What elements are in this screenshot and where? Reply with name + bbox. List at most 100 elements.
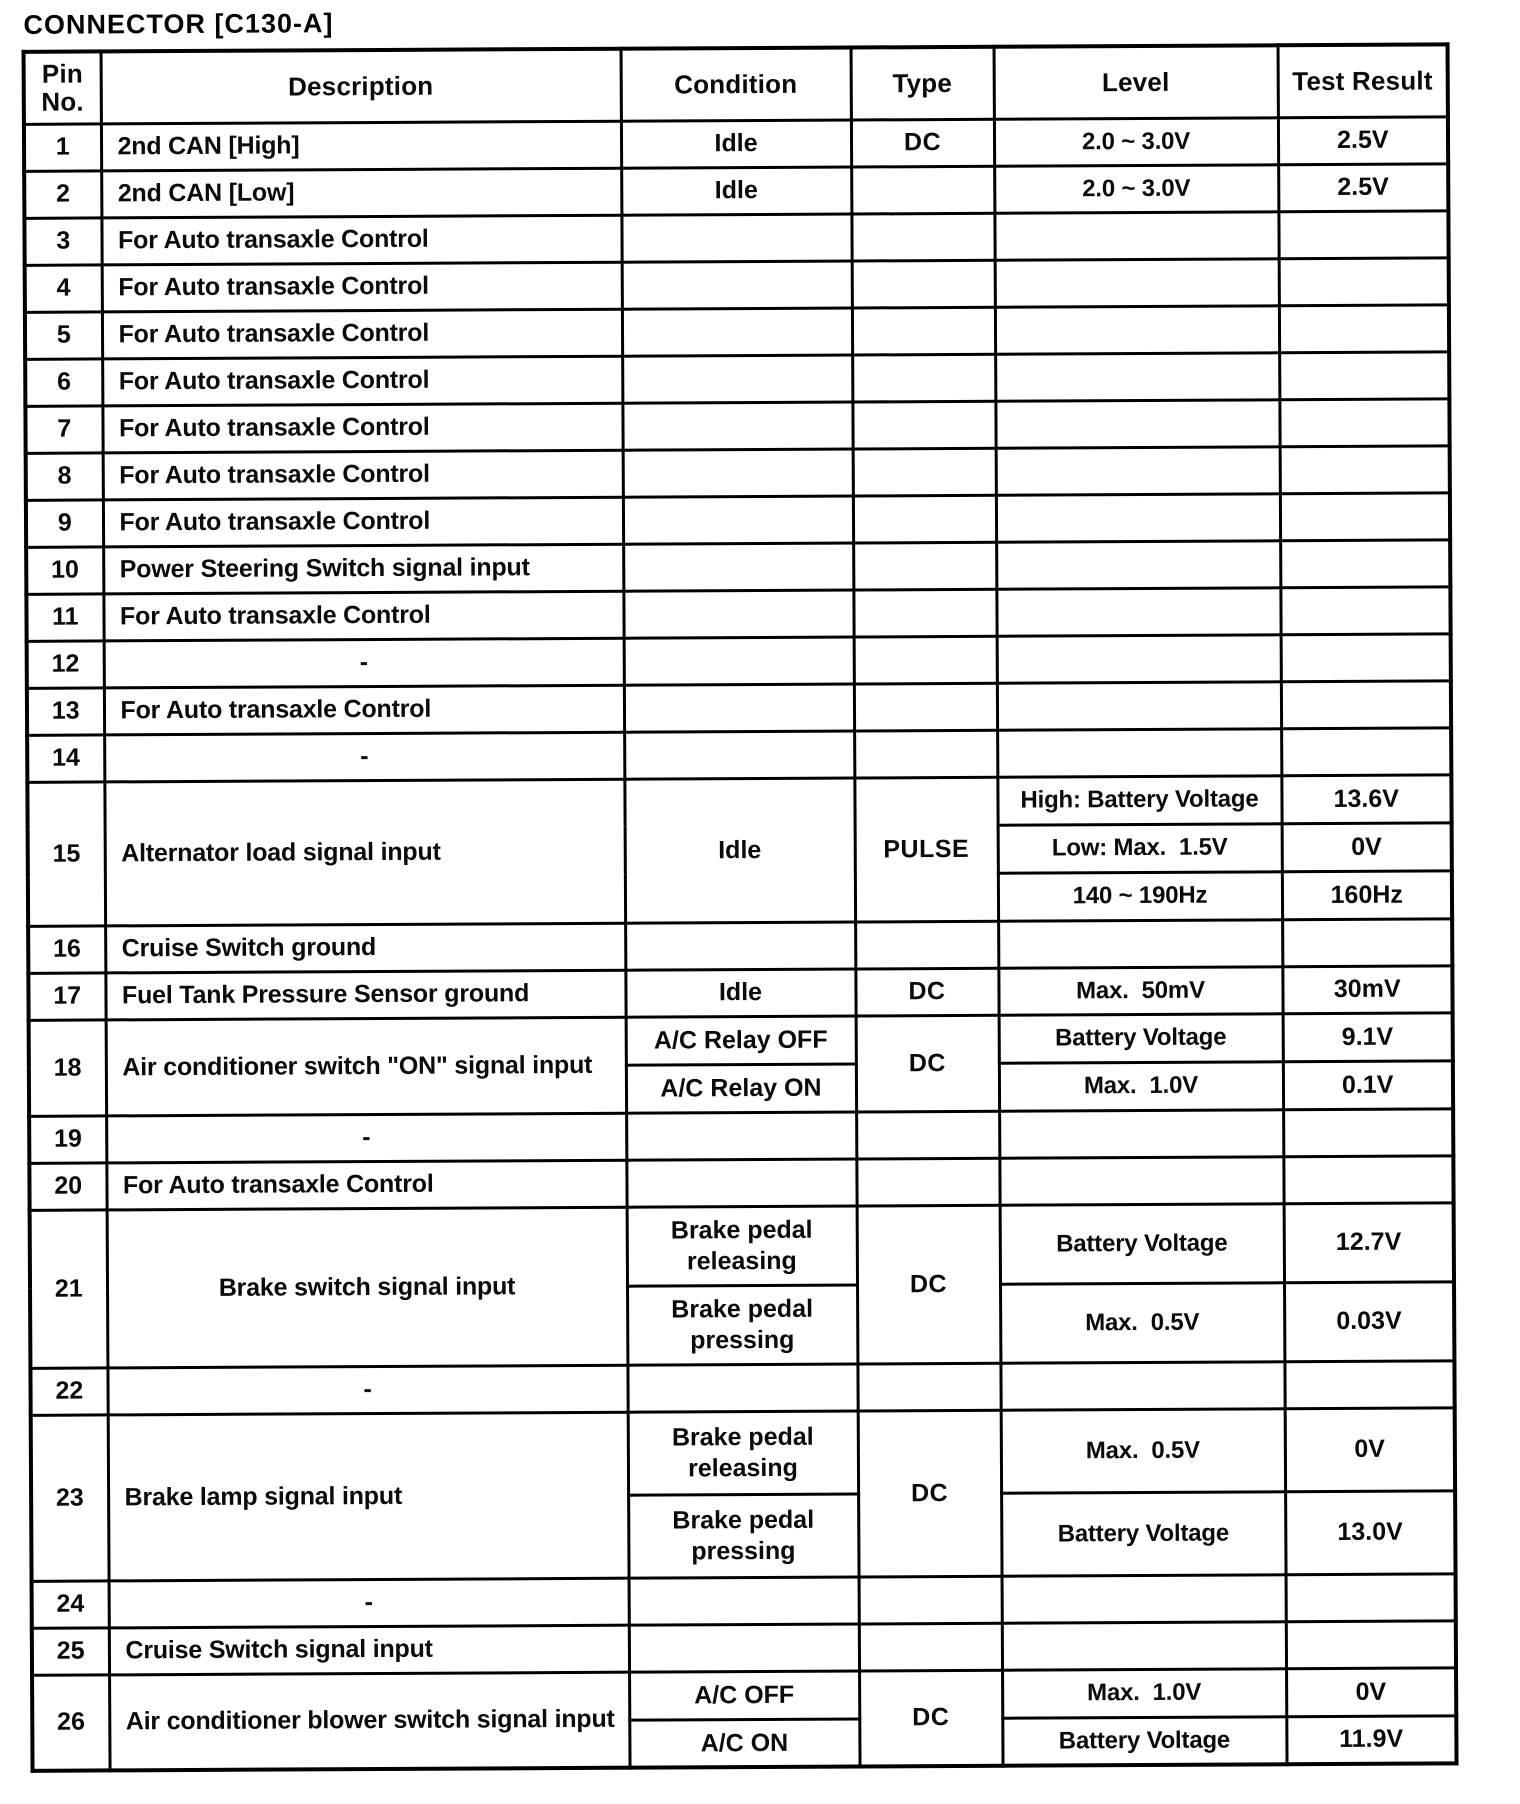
header-test-result: Test Result bbox=[1277, 44, 1448, 118]
level-cell: 2.0 ~ 3.0V bbox=[994, 164, 1279, 213]
result-cell: 11.9V bbox=[1286, 1715, 1457, 1765]
pin-cell: 16 bbox=[28, 925, 106, 973]
type-cell: PULSE bbox=[854, 776, 999, 922]
level-cell: Max. 1.0V bbox=[1002, 1668, 1287, 1718]
description-cell: Brake lamp signal input bbox=[107, 1411, 629, 1581]
type-cell bbox=[852, 447, 996, 496]
result-cell: 0.03V bbox=[1284, 1281, 1455, 1362]
level-cell bbox=[994, 211, 1279, 260]
pin-cell: 1 bbox=[23, 123, 102, 171]
pin-cell: 24 bbox=[31, 1580, 109, 1628]
result-cell: 0V bbox=[1284, 1407, 1456, 1492]
table-row: 10 Power Steering Switch signal input bbox=[26, 539, 1451, 594]
table-row: 26 Air conditioner blower switch signal i… bbox=[32, 1667, 1457, 1771]
result-cell bbox=[1278, 304, 1450, 353]
condition-cell bbox=[628, 1576, 859, 1625]
pin-cell: 13 bbox=[26, 687, 105, 735]
table-body: 1 2nd CAN [High] Idle DC 2.0 ~ 3.0V 2.5V 2 2nd … bbox=[23, 116, 1457, 1771]
table-row: 7 For Auto transaxle Control bbox=[25, 398, 1450, 453]
condition-cell: Brake pedal pressing bbox=[627, 1284, 858, 1365]
pin-cell: 15 bbox=[27, 781, 106, 926]
header-type: Type bbox=[850, 46, 994, 120]
result-cell bbox=[1285, 1620, 1457, 1669]
type-cell bbox=[855, 920, 999, 969]
table-row: 22- bbox=[30, 1360, 1455, 1415]
description-cell: For Auto transaxle Control bbox=[103, 684, 625, 735]
level-cell bbox=[995, 493, 1281, 542]
page-title: CONNECTOR [C130-A] bbox=[23, 8, 334, 40]
result-cell bbox=[1282, 918, 1453, 967]
condition-cell: A/C Relay ON bbox=[625, 1063, 857, 1113]
description-cell: - bbox=[103, 637, 624, 688]
level-cell: Max. 0.5V bbox=[1000, 1282, 1285, 1363]
pin-cell: 3 bbox=[24, 217, 102, 265]
result-cell bbox=[1281, 727, 1452, 776]
level-cell: Max. 1.0V bbox=[998, 1061, 1284, 1111]
header-condition: Condition bbox=[620, 47, 851, 121]
condition-cell bbox=[626, 1111, 857, 1160]
condition-cell bbox=[621, 260, 852, 309]
result-cell bbox=[1280, 680, 1452, 729]
description-cell: Alternator load signal input bbox=[104, 778, 626, 926]
result-cell: 13.6V bbox=[1281, 774, 1452, 824]
level-cell: 140 ~ 190Hz bbox=[997, 871, 1283, 921]
type-cell bbox=[851, 165, 995, 214]
pin-cell: 14 bbox=[27, 734, 105, 782]
pin-cell: 21 bbox=[29, 1209, 108, 1368]
result-cell: 13.0V bbox=[1285, 1490, 1456, 1575]
description-cell: Air conditioner blower switch signal inp… bbox=[109, 1671, 630, 1771]
description-cell: Air conditioner switch "ON" signal input bbox=[105, 1016, 627, 1116]
level-cell bbox=[995, 446, 1280, 495]
level-cell bbox=[995, 352, 1280, 401]
type-cell bbox=[857, 1362, 1001, 1411]
table-row: 3 For Auto transaxle Control bbox=[24, 210, 1449, 265]
connector-pinout-table: Pin No. Description Condition Type Level… bbox=[21, 42, 1459, 1773]
table-row: 9 For Auto transaxle Control bbox=[25, 492, 1451, 547]
pin-cell: 4 bbox=[24, 264, 102, 312]
result-cell: 12.7V bbox=[1283, 1202, 1455, 1283]
result-cell bbox=[1283, 1108, 1454, 1157]
description-cell: For Auto transaxle Control bbox=[102, 449, 623, 500]
condition-cell bbox=[623, 636, 854, 685]
pin-cell: 26 bbox=[32, 1674, 110, 1771]
level-cell: Battery Voltage bbox=[998, 1013, 1283, 1063]
description-cell: - bbox=[108, 1577, 629, 1628]
condition-cell bbox=[621, 213, 852, 262]
type-cell bbox=[852, 400, 996, 449]
result-cell: 0.1V bbox=[1282, 1060, 1454, 1110]
type-cell: DC bbox=[855, 1014, 1000, 1112]
description-cell: For Auto transaxle Control bbox=[101, 261, 622, 312]
condition-cell: A/C OFF bbox=[629, 1670, 860, 1720]
table-row: 1 2nd CAN [High] Idle DC 2.0 ~ 3.0V 2.5V bbox=[23, 116, 1449, 171]
table-row: 11 For Auto transaxle Control bbox=[26, 586, 1451, 641]
header-row: Pin No. Description Condition Type Level… bbox=[23, 44, 1448, 124]
type-cell bbox=[852, 353, 996, 402]
table-row: 20 For Auto transaxle Control bbox=[29, 1155, 1454, 1210]
table-row: 23 Brake lamp signal input Brake pedal rel… bbox=[30, 1407, 1456, 1581]
description-cell: - bbox=[107, 1364, 628, 1415]
condition-cell bbox=[624, 730, 855, 779]
result-cell bbox=[1279, 398, 1450, 447]
description-cell: For Auto transaxle Control bbox=[102, 402, 623, 453]
type-cell bbox=[852, 494, 997, 543]
pin-cell: 8 bbox=[25, 452, 103, 500]
condition-cell bbox=[625, 921, 856, 970]
pin-cell: 25 bbox=[31, 1627, 110, 1675]
level-cell bbox=[994, 305, 1280, 354]
header-pin-no: Pin No. bbox=[23, 51, 101, 124]
description-cell: For Auto transaxle Control bbox=[102, 355, 623, 406]
table-row: 25 Cruise Switch signal input bbox=[31, 1620, 1457, 1675]
condition-cell bbox=[623, 542, 854, 591]
condition-cell: Idle bbox=[620, 119, 852, 168]
type-cell bbox=[851, 306, 996, 355]
description-cell: Cruise Switch ground bbox=[105, 922, 626, 973]
result-cell bbox=[1280, 633, 1451, 682]
table-row: 2 2nd CAN [Low] Idle 2.0 ~ 3.0V 2.5V bbox=[24, 163, 1449, 218]
result-cell bbox=[1278, 210, 1449, 259]
level-cell: Low: Max. 1.5V bbox=[997, 823, 1282, 873]
condition-cell: Idle bbox=[621, 166, 852, 215]
condition-cell: Brake pedal pressing bbox=[628, 1493, 859, 1578]
pin-cell: 2 bbox=[24, 170, 102, 218]
level-cell bbox=[999, 1156, 1284, 1205]
type-cell bbox=[858, 1575, 1002, 1624]
